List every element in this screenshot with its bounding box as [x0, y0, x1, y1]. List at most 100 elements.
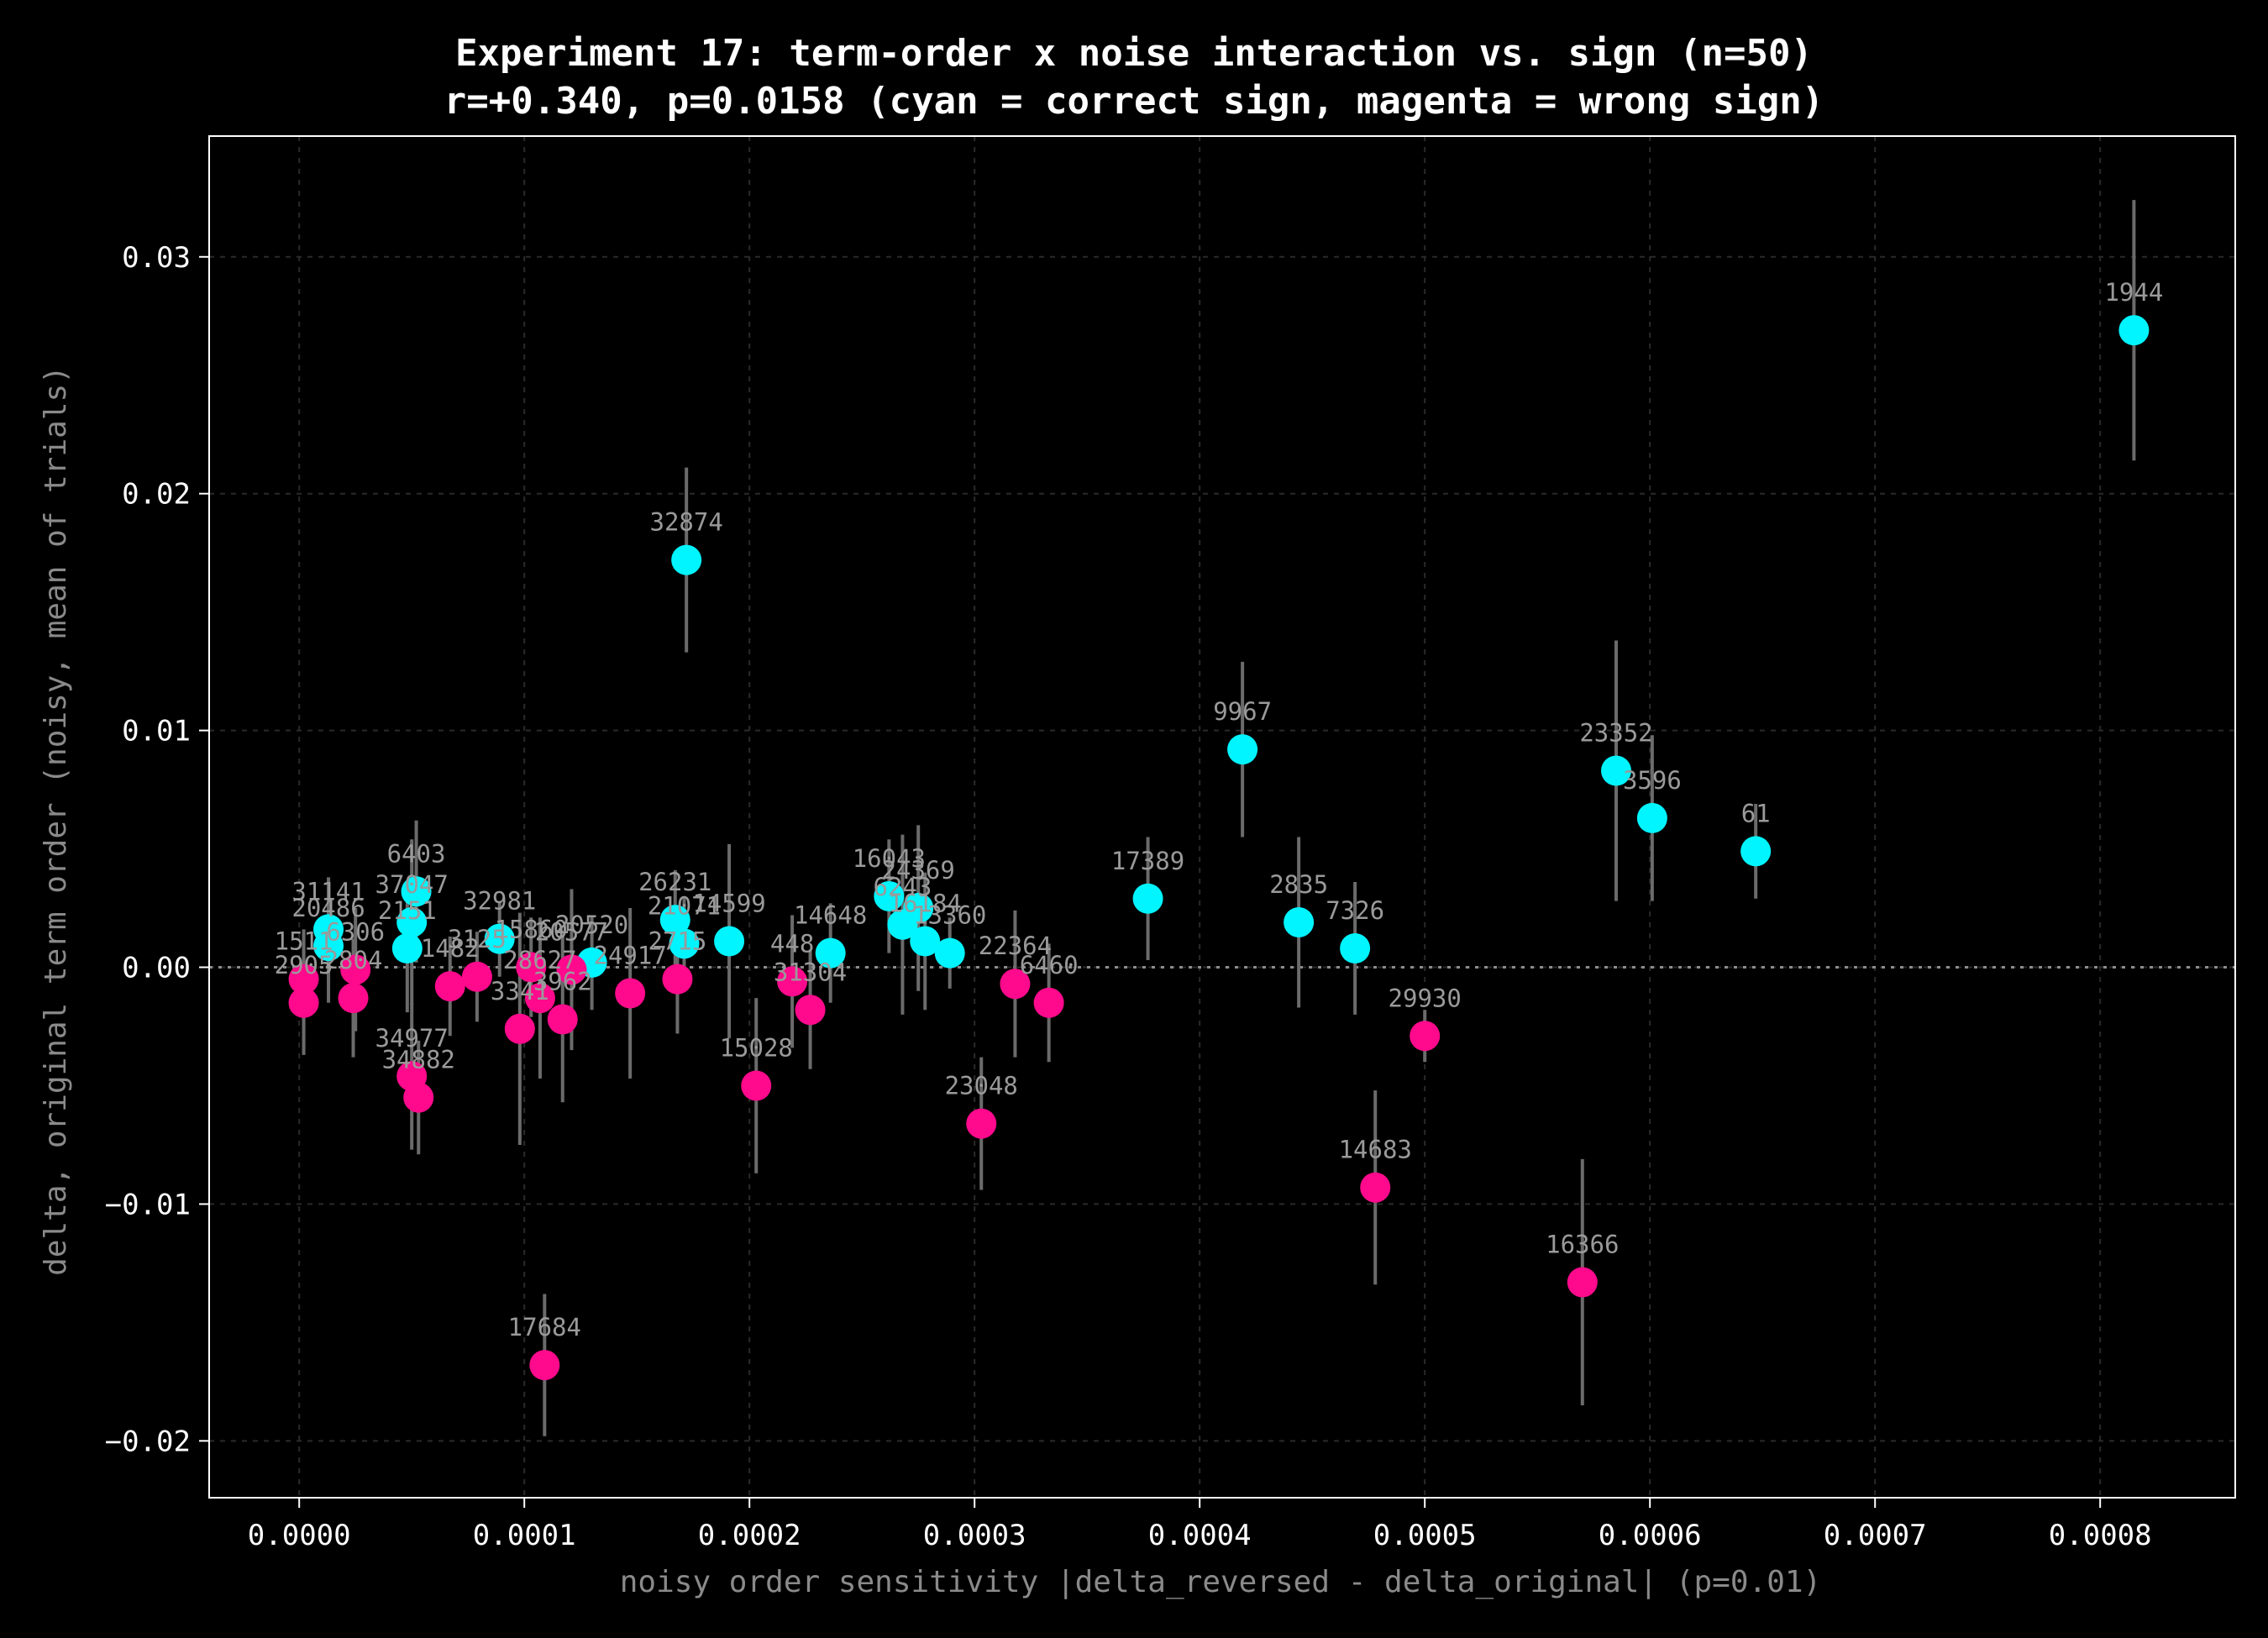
data-point-wrong — [547, 1004, 578, 1035]
point-label: 29930 — [1389, 984, 1462, 1012]
point-label: 22364 — [979, 932, 1052, 960]
data-point-correct — [313, 931, 344, 962]
data-point-wrong — [516, 952, 547, 983]
data-point-correct — [659, 905, 690, 936]
point-label: 24369 — [882, 856, 955, 885]
point-label: 13360 — [913, 901, 986, 930]
point-label: 448 — [770, 929, 814, 958]
data-point-wrong — [403, 1082, 434, 1113]
point-label: 20577 — [535, 917, 608, 946]
data-point-correct — [671, 544, 702, 575]
point-label: 26231 — [638, 868, 711, 896]
point-label: 6403 — [387, 839, 446, 868]
point-label: 3125 — [448, 925, 507, 953]
point-label: 2804 — [324, 946, 383, 974]
data-point-wrong — [524, 983, 555, 1014]
data-point-correct — [1636, 802, 1667, 833]
data-point-correct — [391, 932, 423, 963]
chart-title: Experiment 17: term-order x noise intera… — [455, 32, 1813, 75]
point-label: 6460 — [1020, 951, 1079, 979]
x-tick-label: 0.0001 — [473, 1519, 576, 1552]
data-point-wrong — [966, 1108, 997, 1139]
data-point-correct — [910, 926, 941, 957]
x-tick-label: 0.0007 — [1824, 1519, 1927, 1552]
data-point-correct — [1227, 734, 1258, 765]
y-axis-ticks: −0.02 −0.01 0.00 0.01 0.02 0.03 — [105, 241, 209, 1458]
data-point-wrong — [1000, 969, 1031, 1000]
data-point-correct — [1601, 755, 1631, 786]
point-label: 2835 — [1269, 870, 1328, 899]
point-label: 15028 — [720, 1033, 793, 1062]
data-point-wrong — [338, 983, 369, 1014]
point-label: 16184 — [889, 890, 962, 918]
point-label: 3596 — [1623, 766, 1682, 795]
point-label: 34882 — [382, 1046, 455, 1074]
y-axis-label: delta, original term order (noisy, mean … — [39, 365, 73, 1276]
point-label: 14683 — [1339, 1136, 1412, 1164]
y-tick-label: −0.01 — [105, 1188, 191, 1221]
point-label: 3962 — [533, 968, 592, 996]
x-tick-label: 0.0000 — [248, 1519, 351, 1552]
data-point-wrong — [288, 963, 319, 995]
point-label: 17389 — [1111, 847, 1184, 875]
data-point-wrong — [777, 966, 808, 997]
point-label: 16366 — [1546, 1230, 1619, 1258]
data-point-correct — [934, 937, 965, 969]
point-label: 1944 — [2104, 278, 2163, 307]
x-axis-label: noisy order sensitivity |delta_reversed … — [620, 1565, 1821, 1599]
data-point-wrong — [461, 961, 492, 992]
data-point-wrong — [741, 1070, 772, 1101]
plot-frame — [208, 135, 2236, 1499]
y-tick-label: −0.02 — [105, 1425, 191, 1458]
point-label: 16043 — [853, 844, 926, 873]
data-point-correct — [815, 937, 846, 969]
data-point-correct — [874, 880, 905, 911]
point-label: 6306 — [326, 917, 385, 946]
data-point-wrong — [1567, 1267, 1598, 1298]
point-label: 2151 — [378, 896, 437, 925]
data-point-wrong — [1033, 987, 1064, 1018]
point-label: 1482 — [421, 934, 480, 963]
data-point-wrong — [529, 1350, 560, 1381]
data-points — [288, 315, 2150, 1381]
data-point-correct — [714, 926, 745, 957]
point-label: 61 — [1741, 799, 1771, 827]
x-tick-label: 0.0002 — [698, 1519, 801, 1552]
point-label: 20486 — [291, 894, 365, 922]
point-label: 2715 — [648, 927, 707, 956]
data-point-wrong — [615, 978, 646, 1009]
point-label: 21071 — [648, 891, 721, 920]
point-label: 6243 — [874, 873, 932, 901]
data-point-correct — [396, 906, 428, 937]
chart-subtitle: r=+0.340, p=0.0158 (cyan = correct sign,… — [444, 80, 1824, 123]
data-point-wrong — [556, 954, 587, 985]
point-label: 31141 — [291, 877, 365, 906]
data-point-wrong — [662, 963, 693, 995]
x-tick-label: 0.0003 — [923, 1519, 1026, 1552]
data-point-wrong — [1410, 1021, 1441, 1052]
point-label: 9967 — [1213, 697, 1272, 726]
data-point-correct — [669, 928, 700, 959]
point-label: 31304 — [774, 958, 847, 986]
point-label: 17684 — [508, 1313, 581, 1341]
point-label: 2905 — [275, 951, 333, 979]
data-point-wrong — [504, 1013, 535, 1044]
data-point-wrong — [434, 971, 465, 1002]
x-tick-label: 0.0004 — [1148, 1519, 1252, 1552]
point-label: 14599 — [692, 890, 765, 918]
data-point-correct — [1740, 836, 1772, 867]
point-label: 28627 — [503, 946, 576, 974]
data-point-correct — [401, 876, 432, 907]
point-label: 24917 — [594, 942, 667, 970]
point-label: 23352 — [1579, 719, 1652, 748]
x-axis-ticks: 0.0000 0.0001 0.0002 0.0003 0.0004 0.0005 0.00… — [248, 1498, 2152, 1552]
data-point-wrong — [288, 987, 319, 1018]
y-tick-label: 0.01 — [122, 715, 191, 748]
point-label: 7326 — [1326, 896, 1384, 925]
point-label: 14648 — [794, 901, 867, 930]
point-label: 32981 — [463, 887, 536, 916]
data-point-correct — [1284, 906, 1315, 937]
data-point-correct — [887, 909, 918, 940]
